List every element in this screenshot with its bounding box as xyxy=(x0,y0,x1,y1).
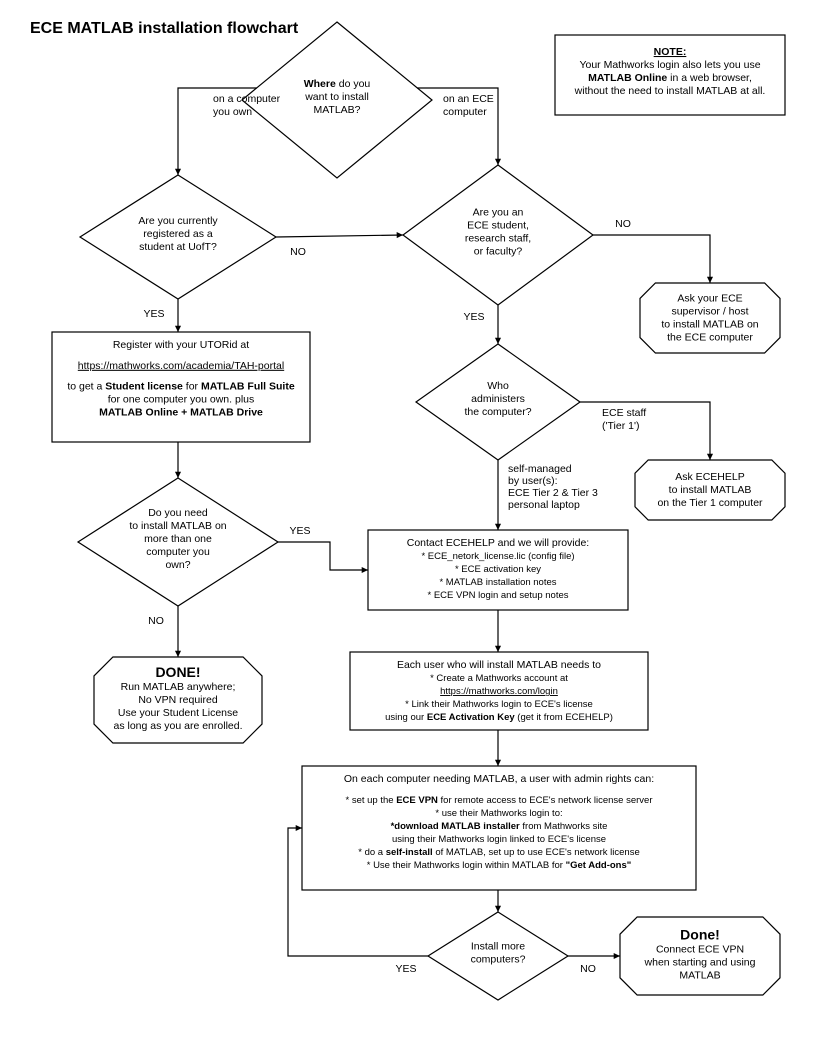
svg-text:to install MATLAB on: to install MATLAB on xyxy=(661,319,758,331)
svg-text:without the need to install MA: without the need to install MATLAB at al… xyxy=(574,85,766,97)
svg-text:* set up the ECE VPN for remot: * set up the ECE VPN for remote access t… xyxy=(345,795,652,806)
svg-text:MATLAB Online in a web browser: MATLAB Online in a web browser, xyxy=(588,72,752,84)
svg-text:ECE Tier 2 & Tier 3: ECE Tier 2 & Tier 3 xyxy=(508,487,598,499)
svg-text:research staff,: research staff, xyxy=(465,233,531,245)
svg-text:YES: YES xyxy=(463,311,484,323)
svg-text:Done!: Done! xyxy=(680,927,720,943)
svg-text:on an ECE: on an ECE xyxy=(443,93,494,105)
svg-text:* MATLAB installation notes: * MATLAB installation notes xyxy=(439,577,556,588)
svg-text:Ask your ECE: Ask your ECE xyxy=(677,293,742,305)
svg-text:* ECE_netork_license.lic (conf: * ECE_netork_license.lic (config file) xyxy=(421,551,574,562)
svg-text:on the Tier 1 computer: on the Tier 1 computer xyxy=(657,497,763,509)
svg-text:No VPN required: No VPN required xyxy=(138,694,218,706)
svg-text:more than one: more than one xyxy=(144,533,212,545)
svg-text:on a computer: on a computer xyxy=(213,93,281,105)
svg-text:or faculty?: or faculty? xyxy=(474,246,523,258)
svg-text:computer you: computer you xyxy=(146,546,210,558)
svg-text:computer: computer xyxy=(443,106,487,118)
svg-text:YES: YES xyxy=(143,308,164,320)
svg-text:MATLAB: MATLAB xyxy=(679,970,720,982)
svg-text:Connect ECE VPN: Connect ECE VPN xyxy=(656,944,744,956)
svg-text:Are you an: Are you an xyxy=(473,207,524,219)
svg-text:as long as you are enrolled.: as long as you are enrolled. xyxy=(114,720,243,732)
svg-text:Who: Who xyxy=(487,380,509,392)
svg-text:https://mathworks.com/academia: https://mathworks.com/academia/TAH-porta… xyxy=(78,360,284,372)
svg-text:by user(s):: by user(s): xyxy=(508,475,558,487)
svg-text:MATLAB Online + MATLAB Drive: MATLAB Online + MATLAB Drive xyxy=(99,407,263,419)
svg-text:DONE!: DONE! xyxy=(155,664,200,680)
svg-text:computers?: computers? xyxy=(471,954,526,966)
svg-text:want to install: want to install xyxy=(304,91,369,103)
svg-text:On each computer needing MATLA: On each computer needing MATLAB, a user … xyxy=(344,773,654,785)
svg-text:supervisor / host: supervisor / host xyxy=(671,306,748,318)
svg-text:Use your Student License: Use your Student License xyxy=(118,707,238,719)
svg-text:student at UofT?: student at UofT? xyxy=(139,241,217,253)
svg-text:self-managed: self-managed xyxy=(508,463,572,475)
svg-text:* ECE activation key: * ECE activation key xyxy=(455,564,541,575)
svg-text:using our ECE Activation Key (: using our ECE Activation Key (get it fro… xyxy=(385,712,613,723)
svg-text:Your Mathworks login also lets: Your Mathworks login also lets you use xyxy=(579,59,760,71)
svg-text:NOTE:: NOTE: xyxy=(654,46,687,58)
svg-text:the computer?: the computer? xyxy=(464,406,531,418)
svg-text:* Use their Mathworks login wi: * Use their Mathworks login within MATLA… xyxy=(367,860,632,871)
svg-text:Do you need: Do you need xyxy=(148,507,208,519)
svg-text:* do a self-install of MATLAB,: * do a self-install of MATLAB, set up to… xyxy=(358,847,640,858)
svg-text:personal laptop: personal laptop xyxy=(508,499,580,511)
svg-text:the ECE computer: the ECE computer xyxy=(667,332,753,344)
svg-text:NO: NO xyxy=(148,615,164,627)
svg-text:Each user who will install MAT: Each user who will install MATLAB needs … xyxy=(397,659,601,671)
svg-text:registered as a: registered as a xyxy=(143,228,213,240)
svg-text:Install more: Install more xyxy=(471,941,525,953)
svg-text:MATLAB?: MATLAB? xyxy=(313,104,360,116)
svg-text:own?: own? xyxy=(165,559,190,571)
svg-text:* Link their Mathworks login t: * Link their Mathworks login to ECE's li… xyxy=(405,699,593,710)
svg-text:NO: NO xyxy=(615,218,631,230)
svg-text:Ask ECEHELP: Ask ECEHELP xyxy=(675,471,744,483)
svg-text:('Tier 1'): ('Tier 1') xyxy=(602,420,639,432)
svg-text:administers: administers xyxy=(471,393,525,405)
svg-text:YES: YES xyxy=(395,963,416,975)
svg-text:when starting and using: when starting and using xyxy=(644,957,756,969)
svg-text:*download MATLAB installer fro: *download MATLAB installer from Mathwork… xyxy=(391,821,608,832)
svg-text:* Create a Mathworks account a: * Create a Mathworks account at xyxy=(430,673,568,684)
svg-text:Register with your UTORid at: Register with your UTORid at xyxy=(113,339,249,351)
svg-text:to get a Student license for M: to get a Student license for MATLAB Full… xyxy=(67,381,295,393)
svg-text:you own: you own xyxy=(213,106,252,118)
svg-text:Where do you: Where do you xyxy=(304,78,371,90)
svg-text:to install MATLAB on: to install MATLAB on xyxy=(129,520,226,532)
svg-text:* ECE VPN login and setup note: * ECE VPN login and setup notes xyxy=(427,590,568,601)
svg-text:Run MATLAB anywhere;: Run MATLAB anywhere; xyxy=(121,681,236,693)
svg-text:for one computer you own. plus: for one computer you own. plus xyxy=(108,394,255,406)
svg-text:ECE MATLAB installation flowch: ECE MATLAB installation flowchart xyxy=(30,20,299,37)
svg-text:YES: YES xyxy=(289,525,310,537)
svg-text:using their Mathworks login li: using their Mathworks login linked to EC… xyxy=(392,834,606,845)
svg-text:Are you currently: Are you currently xyxy=(138,215,218,227)
svg-text:ECE staff: ECE staff xyxy=(602,407,646,419)
svg-text:https://mathworks.com/login: https://mathworks.com/login xyxy=(440,686,558,697)
svg-text:to install MATLAB: to install MATLAB xyxy=(669,484,752,496)
svg-text:Contact ECEHELP and we will pr: Contact ECEHELP and we will provide: xyxy=(407,537,589,549)
svg-text:NO: NO xyxy=(580,963,596,975)
svg-text:* use their Mathworks login to: * use their Mathworks login to: xyxy=(435,808,562,819)
svg-text:NO: NO xyxy=(290,246,306,258)
svg-text:ECE student,: ECE student, xyxy=(467,220,529,232)
